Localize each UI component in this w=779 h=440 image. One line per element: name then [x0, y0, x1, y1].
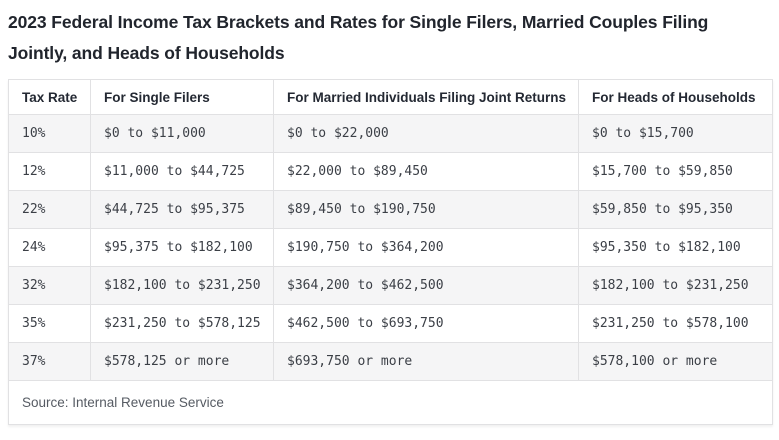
bracket-range-cell: $11,000 to $44,725 [90, 152, 274, 191]
bracket-range-cell: $190,750 to $364,200 [273, 228, 579, 267]
table-row: 24% $95,375 to $182,100 $190,750 to $364,2… [8, 228, 773, 267]
bracket-range-cell: $182,100 to $231,250 [578, 266, 773, 305]
tax-rate-cell: 37% [8, 342, 91, 381]
bracket-range-cell: $693,750 or more [273, 342, 579, 381]
table-row: 10% $0 to $11,000 $0 to $22,000 $0 to $15,7… [8, 114, 773, 153]
tax-rate-cell: 32% [8, 266, 91, 305]
bracket-range-cell: $578,125 or more [90, 342, 274, 381]
page: 2023 Federal Income Tax Brackets and Rat… [8, 12, 773, 425]
table-row: 12% $11,000 to $44,725 $22,000 to $89,450 $… [8, 152, 773, 191]
column-header-2: For Single Filers [90, 79, 274, 115]
tax-rate-cell: 22% [8, 190, 91, 229]
bracket-range-cell: $95,375 to $182,100 [90, 228, 274, 267]
tax-rate-cell: 10% [8, 114, 91, 153]
bracket-range-cell: $0 to $15,700 [578, 114, 773, 153]
bracket-range-cell: $22,000 to $89,450 [273, 152, 579, 191]
bracket-range-cell: $95,350 to $182,100 [578, 228, 773, 267]
tax-rate-cell: 35% [8, 304, 91, 343]
table-footer: Source: Internal Revenue Service [8, 380, 773, 425]
bracket-range-cell: $364,200 to $462,500 [273, 266, 579, 305]
table-row: 22% $44,725 to $95,375 $89,450 to $190,750… [8, 190, 773, 229]
bracket-range-cell: $44,725 to $95,375 [90, 190, 274, 229]
tax-rate-cell: 12% [8, 152, 91, 191]
bracket-range-cell: $462,500 to $693,750 [273, 304, 579, 343]
bracket-range-cell: $0 to $11,000 [90, 114, 274, 153]
table-row: 35% $231,250 to $578,125 $462,500 to $693,… [8, 304, 773, 343]
bracket-range-cell: $578,100 or more [578, 342, 773, 381]
table-row: 32% $182,100 to $231,250 $364,200 to $462,… [8, 266, 773, 305]
source-row: Source: Internal Revenue Service [8, 380, 773, 425]
table-body: 10% $0 to $11,000 $0 to $22,000 $0 to $15,7… [8, 114, 773, 381]
bracket-range-cell: $231,250 to $578,100 [578, 304, 773, 343]
bracket-range-cell: $15,700 to $59,850 [578, 152, 773, 191]
column-header-4: For Heads of Households [578, 79, 773, 115]
table-row: 37% $578,125 or more $693,750 or more $578,… [8, 342, 773, 381]
column-header-1: Tax Rate [8, 79, 91, 115]
tax-rate-cell: 24% [8, 228, 91, 267]
bracket-range-cell: $182,100 to $231,250 [90, 266, 274, 305]
bracket-range-cell: $0 to $22,000 [273, 114, 579, 153]
source-note: Source: Internal Revenue Service [8, 380, 773, 425]
column-header-3: For Married Individuals Filing Joint Ret… [273, 79, 579, 115]
page-title: 2023 Federal Income Tax Brackets and Rat… [8, 12, 709, 63]
bracket-range-cell: $59,850 to $95,350 [578, 190, 773, 229]
header-row: Tax Rate For Single Filers For Married Ind… [8, 79, 773, 115]
bracket-range-cell: $231,250 to $578,125 [90, 304, 274, 343]
table-header: Tax Rate For Single Filers For Married Ind… [8, 79, 773, 115]
tax-brackets-table: Tax Rate For Single Filers For Married Ind… [8, 79, 773, 425]
bracket-range-cell: $89,450 to $190,750 [273, 190, 579, 229]
